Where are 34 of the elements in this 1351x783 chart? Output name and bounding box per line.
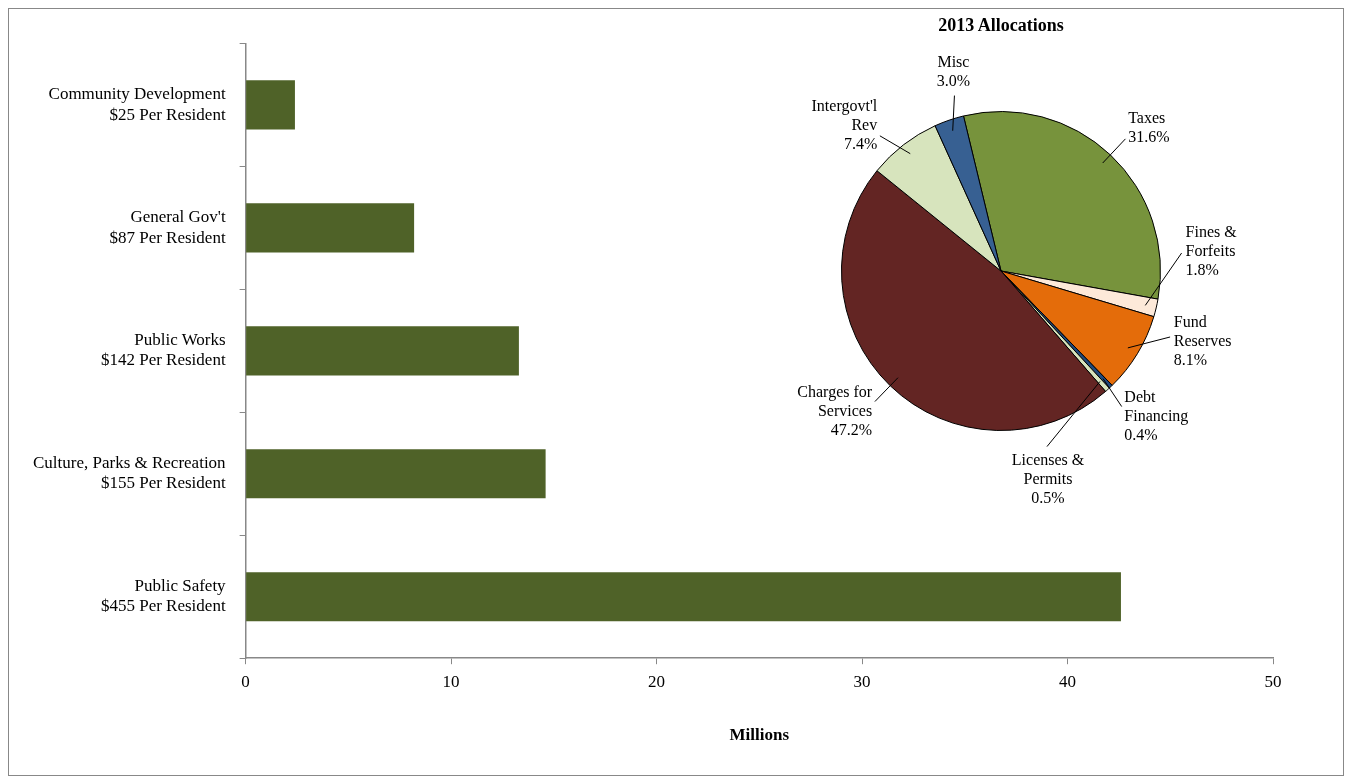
y-tick-label: Culture, Parks & Recreation $155 Per Resident xyxy=(32,453,227,493)
y-tick-label: Public Works $142 Per Resident xyxy=(100,330,226,370)
y-tick-label: Community Development $25 Per Resident xyxy=(48,84,226,124)
x-tick-label: 20 xyxy=(648,671,666,691)
slice-label: Fund Reserves xyxy=(1173,313,1232,350)
x-tick-label: 30 xyxy=(853,671,871,691)
x-axis-title: Millions xyxy=(729,725,790,745)
data-label: 0.4% xyxy=(1124,426,1158,444)
slice-label: Intergovt'l Rev xyxy=(811,96,878,133)
bar xyxy=(246,203,415,253)
data-label: 47.2% xyxy=(830,420,873,438)
chart-title: 2013 Allocations xyxy=(938,14,1064,35)
data-label: 7.4% xyxy=(843,134,878,152)
slice-label: Misc xyxy=(937,52,970,70)
y-tick-label: General Gov't $87 Per Resident xyxy=(109,207,226,247)
slice-label: Debt Financing xyxy=(1124,388,1189,426)
slice-label: Fines & Forfeits xyxy=(1185,222,1238,259)
bar xyxy=(246,80,295,130)
slice-label: Licenses & Permits xyxy=(1011,450,1085,487)
bar xyxy=(246,326,519,376)
slice-label: Charges for Services xyxy=(797,382,873,419)
data-label: 0.5% xyxy=(1031,488,1065,506)
x-tick-label: 50 xyxy=(1264,671,1282,691)
bar xyxy=(246,572,1121,622)
data-label: 8.1% xyxy=(1173,351,1208,369)
x-tick-label: 0 xyxy=(241,671,250,691)
x-tick-label: 10 xyxy=(442,671,460,691)
bar xyxy=(246,449,546,499)
data-label: 31.6% xyxy=(1128,128,1170,146)
slice-label: Taxes xyxy=(1128,109,1166,127)
data-label: 3.0% xyxy=(936,71,971,89)
y-tick-label: Public Safety $455 Per Resident xyxy=(100,575,227,616)
x-tick-label: 40 xyxy=(1059,671,1077,691)
data-label: 1.8% xyxy=(1185,260,1219,278)
